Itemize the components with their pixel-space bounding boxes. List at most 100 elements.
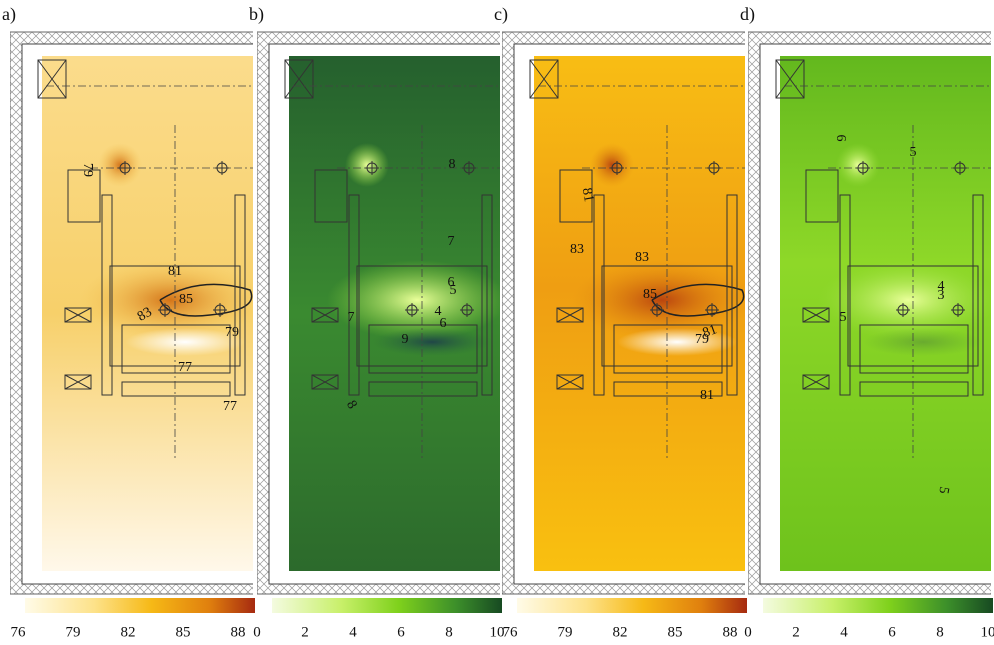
cabinet-cross — [529, 59, 559, 99]
vent — [802, 307, 830, 323]
vent — [64, 307, 92, 323]
cold-zone — [125, 328, 245, 356]
cabinet-cross — [284, 59, 314, 99]
lamp-cross — [462, 161, 476, 175]
hot-zone — [818, 260, 991, 340]
desk — [859, 324, 969, 374]
desk — [121, 324, 231, 374]
contour-label: 83 — [135, 305, 155, 325]
contour-label: 83 — [635, 250, 649, 265]
contour-label: 8 — [449, 157, 456, 172]
contour-label: 4 — [435, 304, 442, 319]
lamp-cross — [707, 161, 721, 175]
vent — [64, 374, 92, 390]
contour-label: 3 — [938, 288, 945, 303]
colorbar-tick-label: 2 — [301, 624, 309, 640]
cabinet — [775, 59, 805, 99]
cold-zone — [372, 328, 492, 356]
vent-cross — [556, 307, 584, 323]
vent-cross — [311, 307, 339, 323]
colorbar-tick-label: 0 — [744, 624, 752, 640]
hot-zone — [98, 143, 142, 187]
colorbar-tick-label: 6 — [397, 624, 405, 640]
panel-label: d) — [740, 4, 755, 25]
lamp-cross — [951, 303, 965, 317]
desk — [613, 324, 723, 374]
desk — [847, 265, 979, 367]
rail — [101, 194, 113, 396]
panel-label: c) — [494, 4, 508, 25]
contour-label: 85 — [643, 287, 657, 302]
lamp-cross — [460, 303, 474, 317]
vent-cross — [64, 307, 92, 323]
colorbar-tick-label: 82 — [613, 624, 628, 640]
contour-label: 81 — [579, 187, 596, 203]
desk — [601, 265, 733, 367]
colorbar-tick-label: 8 — [445, 624, 453, 640]
cabinet-cross — [37, 59, 67, 99]
lamp-cross — [405, 303, 419, 317]
rail — [972, 194, 984, 396]
hot-zone — [836, 143, 880, 187]
colorbar — [272, 598, 502, 613]
vent-cross — [802, 307, 830, 323]
colorbar-tick-label: 10 — [981, 624, 994, 640]
lamp-cross — [705, 303, 719, 317]
colorbar-tick-label: 88 — [231, 624, 246, 640]
contour-label: 5 — [840, 310, 847, 325]
rail — [481, 194, 493, 396]
colorbar-tick-label: 0 — [253, 624, 261, 640]
panel-label: a) — [2, 4, 16, 25]
contour — [159, 283, 253, 317]
contour-label: 77 — [178, 360, 192, 375]
colorbar — [517, 598, 747, 613]
colorbar-tick-label: 85 — [668, 624, 683, 640]
cabinet — [284, 59, 314, 99]
colorbar-tick-label: 2 — [792, 624, 800, 640]
colorbar-tick-label: 82 — [121, 624, 136, 640]
desk — [613, 381, 723, 397]
vent-cross — [556, 374, 584, 390]
vent — [311, 374, 339, 390]
rail — [593, 194, 605, 396]
contour — [651, 283, 745, 317]
contour-label: 5 — [910, 145, 917, 160]
contour-label: 7 — [448, 234, 455, 249]
contour-label: 83 — [570, 242, 584, 257]
colorbar-tick-label: 10 — [490, 624, 505, 640]
contour-label: 79 — [80, 163, 95, 177]
colorbar-tick-label: 76 — [11, 624, 27, 640]
hot-zone — [327, 260, 500, 340]
colorbar-tick-label: 88 — [723, 624, 738, 640]
cabinet — [37, 59, 67, 99]
colorbar-tick-label: 4 — [840, 624, 848, 640]
desk — [368, 324, 478, 374]
lamp-cross — [610, 161, 624, 175]
rail — [839, 194, 851, 396]
hot-zone — [80, 260, 253, 340]
desk — [859, 381, 969, 397]
panel-label: b) — [249, 4, 264, 25]
contour-label: 77 — [223, 399, 237, 414]
colorbar-tick-label: 8 — [936, 624, 944, 640]
colorbar — [25, 598, 255, 613]
equipment — [314, 169, 348, 223]
lamp-cross — [118, 161, 132, 175]
lamp-cross — [158, 303, 172, 317]
colorbar — [763, 598, 993, 613]
cold-zone — [863, 328, 983, 356]
cabinet — [529, 59, 559, 99]
cabinet-cross — [775, 59, 805, 99]
colorbar-tick-label: 76 — [503, 624, 519, 640]
contour-label: 81 — [701, 322, 719, 341]
vent — [556, 374, 584, 390]
rail — [348, 194, 360, 396]
contour-label: 5 — [450, 283, 457, 298]
cold-zone — [617, 328, 737, 356]
vent — [311, 307, 339, 323]
lamp-cross — [650, 303, 664, 317]
